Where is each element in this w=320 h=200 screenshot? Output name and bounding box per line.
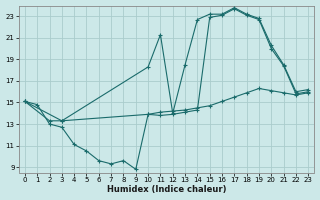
X-axis label: Humidex (Indice chaleur): Humidex (Indice chaleur) bbox=[107, 185, 226, 194]
